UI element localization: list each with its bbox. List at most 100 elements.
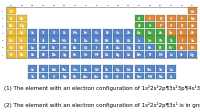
Bar [60, 30, 69, 36]
Text: Pa: Pa [41, 74, 45, 78]
Text: Y: Y [32, 38, 34, 42]
Text: Xe: Xe [191, 38, 195, 42]
Text: Hf: Hf [41, 46, 45, 50]
Bar [188, 44, 197, 51]
Text: 2B: 2B [127, 5, 130, 6]
Text: 6B: 6B [63, 5, 66, 6]
Text: Ni: Ni [106, 31, 109, 35]
Text: Sr: Sr [20, 38, 24, 42]
Text: 5A: 5A [159, 5, 162, 6]
Text: Bh: Bh [73, 53, 78, 57]
Bar [60, 44, 69, 51]
Bar [167, 37, 176, 44]
Bar [145, 37, 155, 44]
Bar [103, 52, 112, 58]
Text: U: U [53, 74, 55, 78]
Bar [92, 66, 101, 72]
Text: Cu: Cu [116, 31, 120, 35]
Text: Cm: Cm [94, 74, 99, 78]
Bar [145, 66, 155, 72]
Bar [17, 30, 27, 36]
Text: 2A: 2A [21, 5, 23, 6]
Text: Rf: Rf [42, 53, 45, 57]
Bar [103, 30, 112, 36]
Bar [145, 73, 155, 80]
Text: Cs: Cs [9, 46, 13, 50]
Text: 8A: 8A [191, 5, 194, 6]
Text: H: H [10, 10, 13, 14]
Text: Th: Th [31, 74, 35, 78]
Text: V: V [53, 31, 55, 35]
Bar [113, 37, 123, 44]
Bar [135, 52, 144, 58]
Text: 1B: 1B [117, 5, 119, 6]
Bar [39, 44, 48, 51]
Text: Ra: Ra [20, 53, 24, 57]
Text: Kr: Kr [191, 31, 195, 35]
Text: Au: Au [116, 46, 120, 50]
Text: Nb: Nb [52, 38, 56, 42]
Bar [28, 66, 37, 72]
Text: Ds: Ds [105, 53, 109, 57]
Bar [7, 16, 16, 22]
Bar [7, 23, 16, 29]
Text: Br: Br [180, 31, 184, 35]
Bar [49, 44, 59, 51]
Text: Dy: Dy [116, 67, 120, 71]
Bar [156, 30, 165, 36]
Bar [188, 52, 197, 58]
Bar [113, 66, 123, 72]
Text: 5B: 5B [53, 5, 55, 6]
Bar [7, 37, 16, 44]
Bar [103, 66, 112, 72]
Text: Ru: Ru [84, 38, 88, 42]
Text: Lu: Lu [169, 67, 173, 71]
Bar [7, 30, 16, 36]
Text: Os: Os [84, 46, 88, 50]
Bar [28, 52, 37, 58]
Bar [71, 37, 80, 44]
Text: Og: Og [190, 53, 195, 57]
Text: 5: 5 [2, 40, 3, 41]
Text: 8: 8 [107, 5, 108, 6]
Text: Cl: Cl [180, 24, 184, 28]
Bar [49, 66, 59, 72]
Bar [71, 44, 80, 51]
Bar [135, 23, 144, 29]
Bar [28, 44, 37, 51]
Bar [167, 30, 176, 36]
Text: Sg: Sg [62, 53, 67, 57]
Text: Hs: Hs [84, 53, 88, 57]
Text: 6: 6 [2, 47, 3, 48]
Bar [145, 30, 155, 36]
Bar [92, 37, 101, 44]
Bar [135, 37, 144, 44]
Bar [167, 23, 176, 29]
Text: 7B: 7B [74, 5, 77, 6]
Text: 2: 2 [2, 18, 3, 19]
Text: W: W [63, 46, 66, 50]
Bar [145, 52, 155, 58]
Text: Ts: Ts [180, 53, 184, 57]
Bar [135, 66, 144, 72]
Text: B: B [138, 17, 140, 21]
Bar [49, 30, 59, 36]
Text: Mc: Mc [158, 53, 163, 57]
Text: Se: Se [169, 31, 173, 35]
Bar [135, 73, 144, 80]
Text: Na: Na [9, 24, 14, 28]
Bar [71, 30, 80, 36]
Text: Ho: Ho [126, 67, 131, 71]
Bar [17, 16, 27, 22]
Bar [103, 37, 112, 44]
Bar [39, 30, 48, 36]
Bar [113, 30, 123, 36]
Text: Tm: Tm [147, 67, 153, 71]
Text: Mg: Mg [19, 24, 25, 28]
Bar [49, 37, 59, 44]
Text: Gd: Gd [94, 67, 99, 71]
Bar [60, 73, 69, 80]
Text: (2) The element with an electron configuration of 1s²2s²2p¶3s¹ is in group _____: (2) The element with an electron configu… [4, 101, 200, 107]
Bar [39, 52, 48, 58]
Bar [177, 52, 187, 58]
